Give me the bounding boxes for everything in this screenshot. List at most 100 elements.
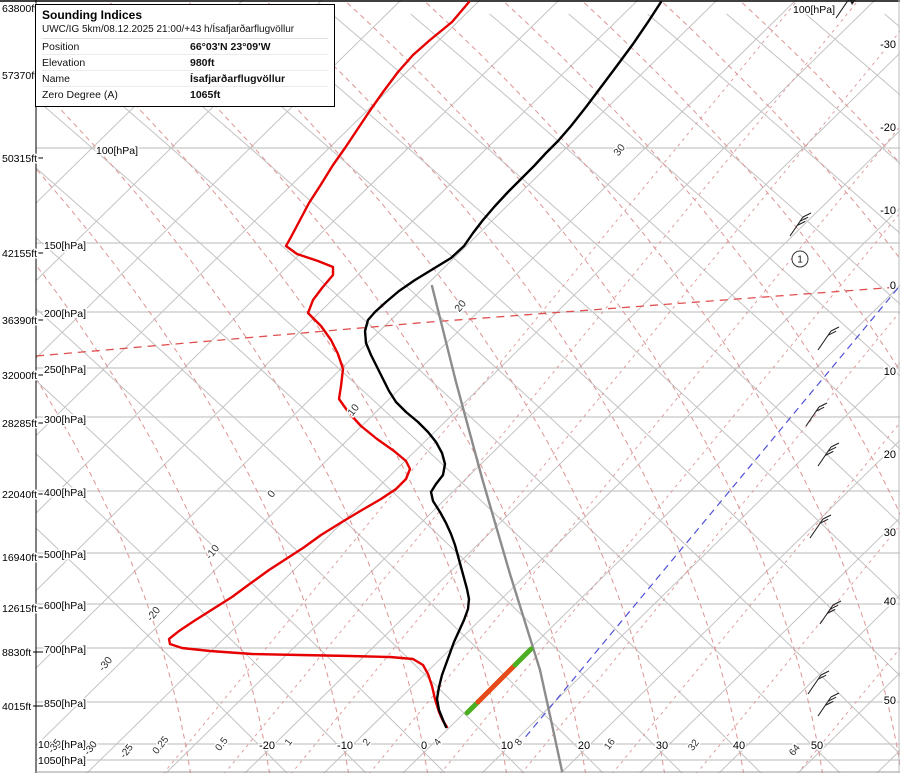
pressure-label: 600[hPa] [44,600,86,612]
wind-barb [817,326,840,351]
pressure-label: 100[hPa] [96,145,138,157]
isotherm-line [36,0,718,669]
pressure-label: 850[hPa] [44,698,86,710]
mixing-ratio-line [369,125,900,773]
mixing-ratio-label: 16 [602,736,618,752]
lifted-index-segment [464,646,534,716]
row-value: 66°03'N 23°09'W [190,39,328,55]
right-temp-label: -10 [880,205,896,217]
altitude-label: 28285ft [2,418,37,430]
pressure-label: 700[hPa] [44,644,86,656]
wind-barb [819,600,842,625]
barb-tick [799,216,809,222]
barb-tick [797,220,806,226]
right-temp-label: -20 [880,122,896,134]
barb-tick [830,326,840,332]
pressure-label: 200[hPa] [44,308,86,320]
right-top-pressure-label: 100[hPa] [793,4,835,16]
barb-tick [827,446,837,452]
barb-tick [830,692,840,698]
right-temp-label: 40 [884,596,896,608]
marker-label: 1 [797,255,803,266]
adiabat-label: 0 [265,488,278,500]
moist-adiabat-line [580,0,900,372]
bottom-temp-label: -10 [337,740,353,752]
barb-tick [832,600,842,606]
dry-adiabat-line [36,527,288,773]
wind-barb [807,670,830,695]
moist-adiabat-line [264,0,745,773]
isotherm-line [323,207,900,773]
wind-barb [835,0,856,19]
mixing-ratio-label: 1 [283,737,295,749]
row-label: Elevation [42,54,190,71]
pressure-label: 500[hPa] [44,549,86,561]
panel-subtitle: UWC/IG 5km/08.12.2025 21:00/+43 h/Ísafja… [42,23,328,39]
barb-tick [827,696,837,702]
barb-tick [819,518,829,524]
bottom-temp-label: 10 [501,740,513,752]
row-label: Name [42,70,190,87]
moist-adiabat-line [422,0,900,768]
isotherm-line [86,0,876,773]
isotherm-line [36,0,639,592]
wind-barb [809,514,832,539]
dry-adiabat-line [36,237,604,773]
isotherm-line [639,517,900,773]
mixing-ratio-label: 0.5 [213,735,230,753]
right-temp-label: 0 [890,280,896,292]
moist-adiabat-line [36,168,350,773]
adiabat-label: -10 [203,542,222,561]
isotherm-line [36,0,481,437]
moist-adiabat-line [36,6,508,773]
mixing-ratio-line [612,422,900,773]
moist-adiabat-line [36,83,429,773]
slanted-temp-label: -25 [118,742,136,761]
mixing-ratio-label: 0.25 [151,734,172,756]
moist-adiabat-line [659,0,900,260]
barb-tick [815,406,825,412]
row-value: 980ft [190,54,328,71]
panel-title: Sounding Indices [42,8,143,22]
mixing-ratio-line [696,524,900,773]
dewpoint-curve [167,0,471,729]
isotherm-line [36,0,560,514]
barb-tick [817,674,827,680]
dry-adiabat-line [36,98,762,773]
adiabat-label: 10 [345,402,362,419]
dry-adiabat-line [331,13,900,525]
row-value: Ísafjarðarflugvöllur [190,70,328,87]
barb-flag [849,0,856,5]
tropopause-dashed-line [36,286,899,357]
bottom-temp-label: 20 [578,740,590,752]
adiabat-label: -20 [144,604,163,623]
barb-tick [825,700,834,706]
dry-adiabat-line [252,13,900,600]
barb-tick [818,402,828,408]
marker-circle-1: 1 [791,250,809,268]
wind-barb [789,212,812,237]
moist-adiabat-line [185,0,666,773]
dry-adiabat-line [489,13,900,377]
altitude-label: 63800ft [2,3,37,15]
altitude-label: 50315ft [2,153,37,165]
isotherm-line [560,439,900,773]
adiabat-label: 30 [611,142,628,159]
row-label: Zero Degree (A) [42,88,118,101]
isotherm-line [481,362,900,773]
dry-adiabat-line [36,167,683,773]
dry-adiabat-line [36,30,841,773]
barb-staff [817,330,832,351]
barb-tick [802,212,812,218]
altitude-label: 16940ft [2,552,37,564]
parcel-path-curve [430,284,564,773]
barb-tick [827,608,836,614]
sounding-indices-panel: Sounding Indices UWC/IG 5km/08.12.2025 2… [35,4,335,107]
barb-staff [789,216,804,237]
altitude-label: 36390ft [2,315,37,327]
barb-staff [809,518,824,539]
moist-adiabat-line [343,0,824,773]
right-temp-label: 30 [884,527,896,539]
